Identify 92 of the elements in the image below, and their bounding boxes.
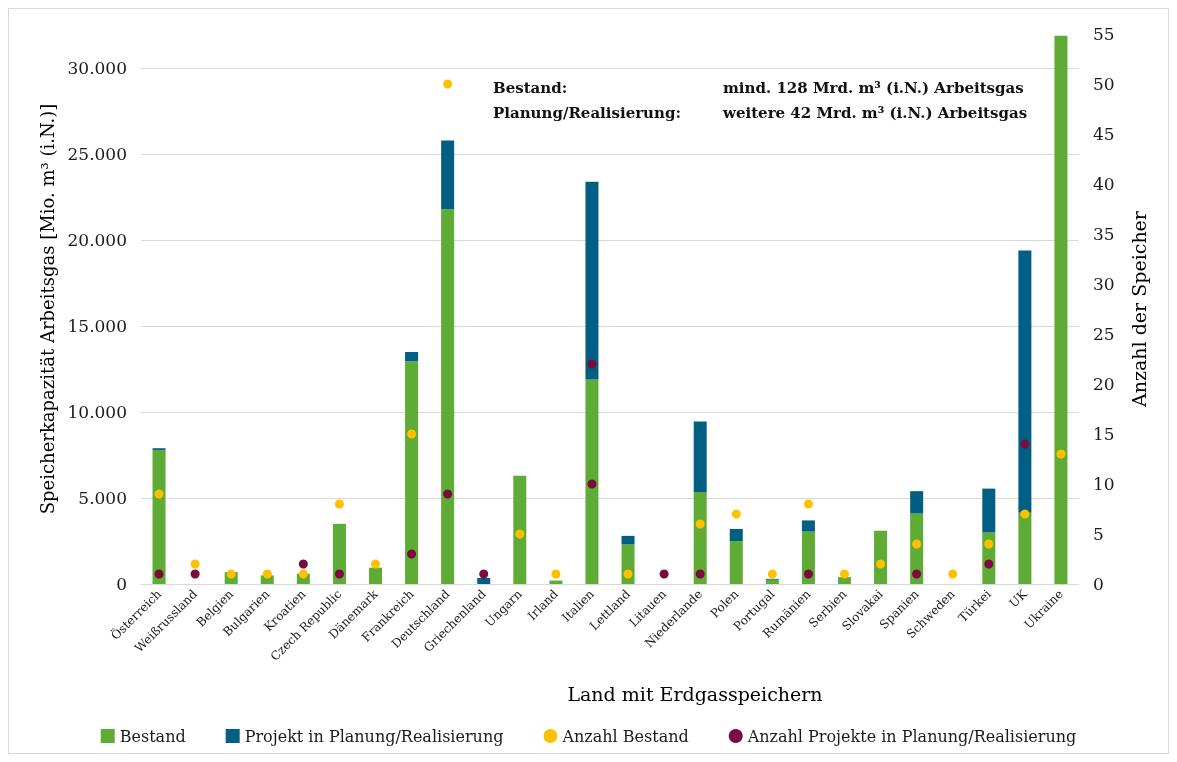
y2-tick-label: 25 xyxy=(1093,324,1115,344)
point xyxy=(587,359,597,369)
bar xyxy=(621,535,635,545)
point xyxy=(298,559,308,569)
point xyxy=(840,569,849,579)
bar xyxy=(801,520,815,532)
bar xyxy=(765,579,779,584)
bar xyxy=(874,530,888,584)
point xyxy=(803,499,813,509)
point xyxy=(1056,449,1066,459)
point xyxy=(443,79,453,89)
bar xyxy=(838,577,851,584)
bar xyxy=(729,529,743,542)
y-tick-label: 0 xyxy=(116,574,127,594)
point xyxy=(407,429,417,439)
point xyxy=(912,539,922,549)
bar xyxy=(1018,250,1032,513)
point xyxy=(695,519,705,529)
legend-label: Projekt in Planung/Realisierung xyxy=(244,726,504,746)
bar xyxy=(332,523,346,584)
point xyxy=(407,549,417,559)
point xyxy=(154,489,164,499)
legend-label: Anzahl Projekte in Planung/Realisierung xyxy=(746,726,1077,746)
bar xyxy=(513,475,527,584)
bar xyxy=(693,421,707,493)
y2-tick-label: 0 xyxy=(1093,574,1104,594)
bar xyxy=(729,541,743,584)
y-tick-label: 20.000 xyxy=(67,230,127,251)
y2-tick-label: 30 xyxy=(1093,274,1115,294)
bar xyxy=(585,181,599,380)
bar xyxy=(405,351,419,362)
point xyxy=(695,569,705,579)
y2-tick-label: 20 xyxy=(1093,374,1115,394)
point xyxy=(876,559,886,569)
y2-tick-label: 5 xyxy=(1093,524,1104,544)
y-tick-label: 30.000 xyxy=(67,58,127,79)
y2-tick-label: 50 xyxy=(1093,74,1115,94)
point xyxy=(803,569,813,579)
point xyxy=(948,569,958,579)
annotation: Bestand: xyxy=(493,78,568,97)
point xyxy=(262,569,272,579)
point xyxy=(443,489,453,499)
annotation: Planung/Realisierung: xyxy=(493,103,681,122)
y-tick-label: 10.000 xyxy=(67,402,127,423)
bar xyxy=(152,449,166,584)
y2-tick-label: 55 xyxy=(1093,24,1115,44)
annotation: mind. 128 Mrd. m³ (i.N.) Arbeitsgas xyxy=(723,78,1024,97)
y2-tick-label: 40 xyxy=(1093,174,1115,194)
point xyxy=(767,569,777,579)
point xyxy=(298,569,308,579)
point xyxy=(1020,509,1030,519)
bar xyxy=(910,491,924,514)
bar xyxy=(405,361,419,584)
legend-label: Bestand xyxy=(119,726,186,746)
point xyxy=(984,539,994,549)
bar xyxy=(1054,35,1068,584)
point xyxy=(912,569,922,579)
point xyxy=(334,569,344,579)
point xyxy=(479,569,489,579)
y-tick-label: 25.000 xyxy=(67,144,127,165)
point xyxy=(731,509,741,519)
point xyxy=(1020,439,1030,449)
point xyxy=(984,559,994,569)
bar xyxy=(441,140,455,210)
point xyxy=(154,569,164,579)
bar xyxy=(585,379,599,584)
point xyxy=(371,559,380,569)
bar xyxy=(1018,512,1032,584)
legend-label: Anzahl Bestand xyxy=(561,726,689,746)
point xyxy=(190,559,200,569)
y-tick-label: 15.000 xyxy=(67,316,127,337)
bar xyxy=(477,577,491,584)
point xyxy=(659,569,669,579)
y2-tick-label: 35 xyxy=(1093,224,1115,244)
point xyxy=(190,569,200,579)
bar xyxy=(441,209,455,584)
y2-tick-label: 10 xyxy=(1093,474,1115,494)
bar xyxy=(369,567,382,584)
point xyxy=(515,529,525,539)
point xyxy=(226,569,236,579)
y2-tick-label: 15 xyxy=(1093,424,1115,444)
point xyxy=(623,569,633,579)
annotation: weitere 42 Mrd. m³ (i.N.) Arbeitsgas xyxy=(722,103,1028,122)
y2-tick-label: 45 xyxy=(1093,124,1115,144)
y-tick-label: 5.000 xyxy=(78,488,127,509)
y-axis-title: Speicherkapazität Arbeitsgas [Mio. m³ (i.N.)] xyxy=(37,103,59,515)
bar xyxy=(982,488,996,533)
point xyxy=(551,569,561,579)
point xyxy=(334,499,344,509)
x-axis-title: Land mit Erdgasspeichern xyxy=(567,682,823,705)
bar xyxy=(801,531,815,584)
y2-axis-title: Anzahl der Speicher xyxy=(1127,210,1150,408)
